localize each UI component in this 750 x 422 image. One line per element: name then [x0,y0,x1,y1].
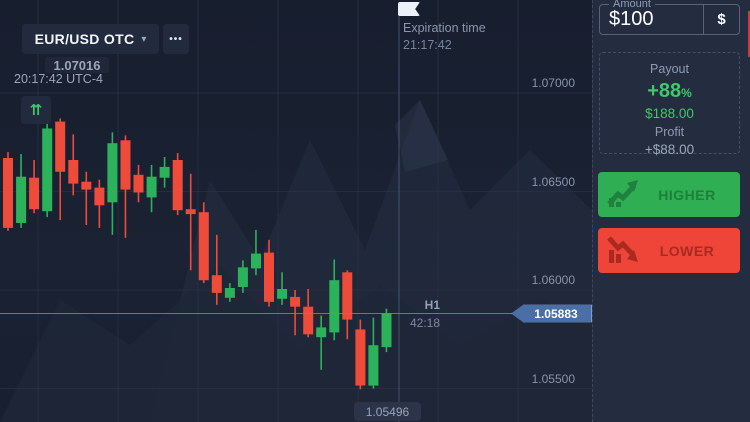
lower-button[interactable]: LOWER [598,228,740,273]
lower-button-label: LOWER [659,242,715,259]
candle-body [133,174,144,193]
candle-body [107,143,118,203]
candle-body [29,177,40,210]
payout-summary: Payout +88% $188.00 Profit +$88.00 [599,52,740,157]
double-up-arrows-icon: ⇈ [29,101,43,119]
higher-button-label: HIGHER [658,186,716,203]
timeframe-block: H1 42:18 [360,298,440,330]
session-low-marker: 1.05496 [354,402,421,421]
candles-layer [3,114,392,390]
current-price-badge: 1.05883 [511,304,592,323]
candle-body [237,267,248,287]
current-price-line [0,313,513,314]
candle-body [42,128,53,212]
candlestick-chart [0,0,592,422]
quote-price: 1.07016 [45,57,109,73]
candle-body [120,140,131,190]
candle-body [329,280,340,333]
candle-body [342,272,353,320]
chevron-down-icon: ▾ [141,33,147,45]
candle-body [172,160,183,211]
candle-body [224,288,235,298]
y-axis-tick: 1.06000 [531,273,575,287]
candle-body [198,212,209,281]
more-options-button[interactable]: ••• [163,24,189,54]
profit-value: +$88.00 [644,142,695,157]
candle-body [3,158,13,228]
candle-body [185,209,196,215]
candle-body [316,327,327,338]
candle-body [277,289,288,299]
candle-body [159,166,170,178]
current-price-value: 1.05883 [534,306,578,321]
candle-body [381,313,392,348]
candle-body [303,306,314,335]
trade-panel: Amount $100 $ Payout +88% $188.00 Profit… [592,0,750,422]
timeframe-label: H1 [424,298,440,312]
candle-body [94,187,105,206]
candle-body [68,160,79,184]
candle-body [55,121,66,172]
expiration-label: Expiration time [403,21,486,35]
instrument-pair-label: EUR/USD OTC [34,31,135,47]
dollar-icon: $ [717,11,726,28]
expiration-info: Expiration time 21:17:42 [403,21,486,52]
quote-timestamp: 20:17:42 UTC-4 [14,72,103,86]
expiration-time: 21:17:42 [403,38,452,52]
higher-button[interactable]: HIGHER [598,172,740,217]
candle-body [290,296,301,307]
payout-percent: +88% [647,80,692,103]
amount-field-label: Amount [609,0,655,10]
candle-body [264,252,274,302]
lower-trend-icon [606,234,642,267]
y-axis-tick: 1.06500 [531,175,575,189]
y-axis-tick: 1.07000 [531,76,575,90]
price-chart[interactable]: 1.07000 1.06500 1.06000 1.05500 1.05883 … [0,0,592,422]
candle-body [146,176,157,198]
instrument-selector[interactable]: EUR/USD OTC ▾ [22,24,159,54]
edge-notification-strip [748,11,750,57]
indicators-button[interactable]: ⇈ [21,96,51,124]
candle-body [355,329,366,386]
payout-percent-sign: % [681,86,692,100]
candle-body [368,345,379,386]
amount-field[interactable]: Amount $100 $ [599,0,740,35]
candle-body [81,181,92,190]
profit-label: Profit [654,125,685,139]
payout-percent-value: +88 [647,80,682,102]
y-axis-tick: 1.05500 [531,372,575,386]
higher-trend-icon [606,178,642,211]
candle-body [211,275,222,293]
more-options-icon: ••• [169,33,183,45]
candle-body [16,176,27,223]
expiration-flag-icon [398,2,420,16]
payout-title: Payout [650,62,689,76]
currency-selector[interactable]: $ [703,5,739,34]
candle-countdown: 42:18 [409,316,440,330]
amount-value[interactable]: $100 [609,8,654,30]
mountain-background [0,100,592,422]
payout-total: $188.00 [645,106,694,121]
candle-body [251,253,261,269]
